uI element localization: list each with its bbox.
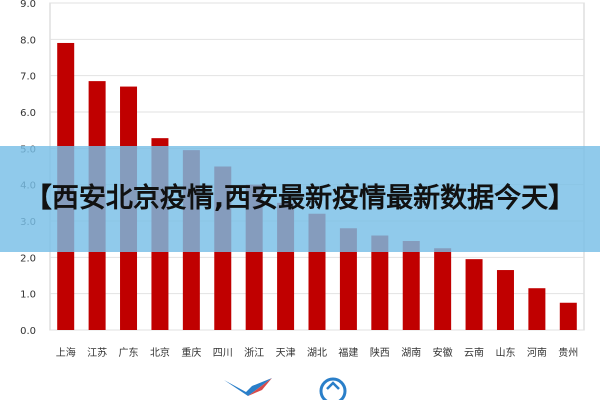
x-tick-label: 天津 — [276, 347, 296, 359]
x-tick-label: 江苏 — [87, 346, 107, 359]
x-tick-label: 安徽 — [433, 346, 453, 359]
bird-logo-icon — [224, 378, 272, 396]
x-tick-label: 陕西 — [370, 346, 390, 359]
x-tick-label: 浙江 — [244, 347, 264, 359]
refresh-circle-logo-icon — [319, 377, 347, 400]
x-tick-label: 湖南 — [401, 346, 421, 359]
x-tick-label: 山东 — [495, 346, 515, 359]
bar — [371, 235, 389, 330]
y-tick-label: 8.0 — [20, 35, 36, 46]
bar — [465, 259, 483, 330]
x-tick-label: 广东 — [119, 346, 139, 359]
x-tick-label: 重庆 — [181, 346, 201, 359]
y-tick-label: 0.0 — [20, 326, 36, 337]
x-tick-label: 云南 — [464, 346, 484, 359]
y-tick-label: 1.0 — [20, 290, 36, 301]
bar — [339, 228, 357, 330]
x-tick-label: 福建 — [338, 346, 358, 359]
y-tick-label: 9.0 — [20, 0, 36, 10]
title-banner: 【西安北京疫情,西安最新疫情最新数据今天】 — [0, 146, 600, 252]
bar — [434, 248, 452, 330]
x-tick-label: 四川 — [213, 348, 233, 359]
y-tick-label: 6.0 — [20, 108, 36, 119]
bar — [496, 270, 514, 330]
y-tick-label: 7.0 — [20, 72, 36, 83]
bar — [402, 240, 420, 330]
x-tick-label: 河南 — [527, 346, 547, 359]
x-tick-label: 湖北 — [307, 347, 327, 359]
x-tick-label: 北京 — [150, 346, 170, 359]
x-tick-label: 贵州 — [558, 346, 578, 359]
y-tick-label: 2.0 — [20, 253, 36, 264]
x-tick-label: 上海 — [56, 346, 76, 359]
bar — [528, 288, 546, 330]
bar — [559, 302, 577, 330]
banner-title: 【西安北京疫情,西安最新疫情最新数据今天】 — [24, 183, 576, 214]
